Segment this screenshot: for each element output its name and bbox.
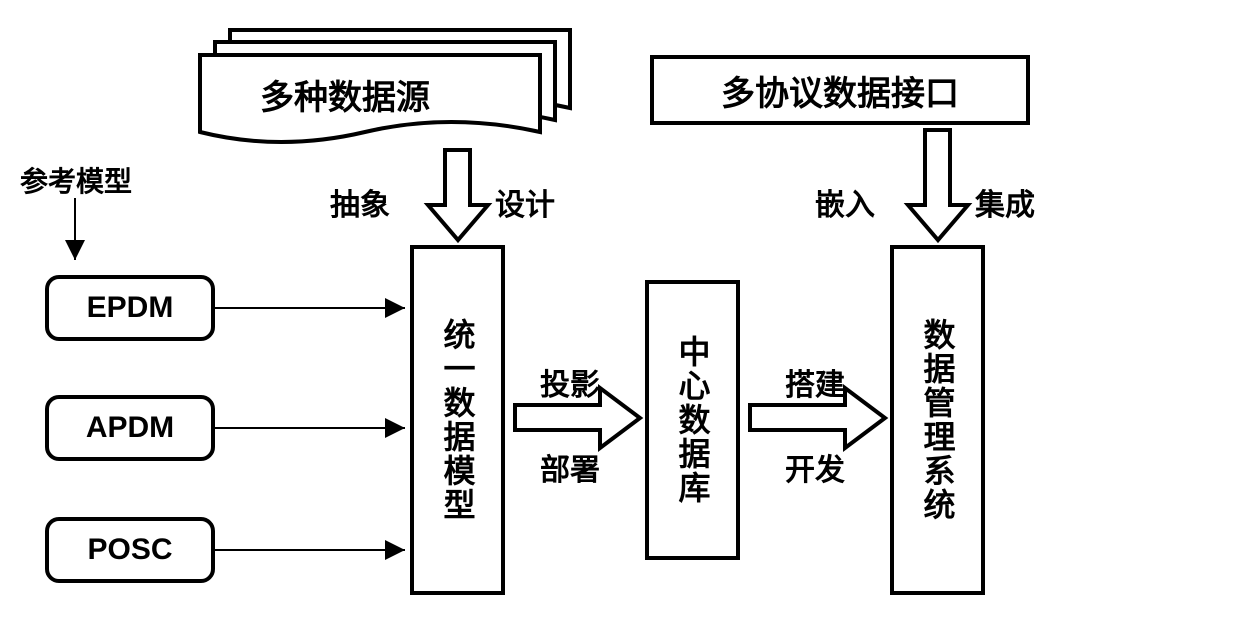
epdm-box: EPDM — [45, 275, 215, 341]
embed-label: 嵌入 — [815, 180, 875, 224]
protocol-interface-label: 多协议数据接口 — [721, 66, 959, 115]
center-db-label: 中心数据库 — [670, 335, 716, 505]
posc-box: POSC — [45, 517, 215, 583]
data-sources-label: 多种数据源 — [260, 70, 430, 119]
posc-label: POSC — [87, 533, 172, 567]
apdm-label: APDM — [86, 411, 174, 445]
apdm-box: APDM — [45, 395, 215, 461]
ref-model-label: 参考模型 — [20, 160, 132, 200]
data-mgmt-label: 数据管理系统 — [915, 318, 961, 522]
unified-model-box: 统一数据模型 — [410, 245, 505, 595]
protocol-interface-box: 多协议数据接口 — [650, 55, 1030, 125]
develop-label: 开发 — [785, 445, 845, 489]
deploy-label: 部署 — [540, 445, 600, 489]
data-mgmt-box: 数据管理系统 — [890, 245, 985, 595]
abstract-label: 抽象 — [330, 180, 390, 224]
build-label: 搭建 — [785, 360, 845, 404]
design-label: 设计 — [495, 180, 555, 224]
epdm-label: EPDM — [87, 291, 174, 325]
center-db-box: 中心数据库 — [645, 280, 740, 560]
unified-model-label: 统一数据模型 — [435, 318, 481, 522]
projection-label: 投影 — [540, 360, 600, 404]
integrate-label: 集成 — [975, 180, 1035, 224]
